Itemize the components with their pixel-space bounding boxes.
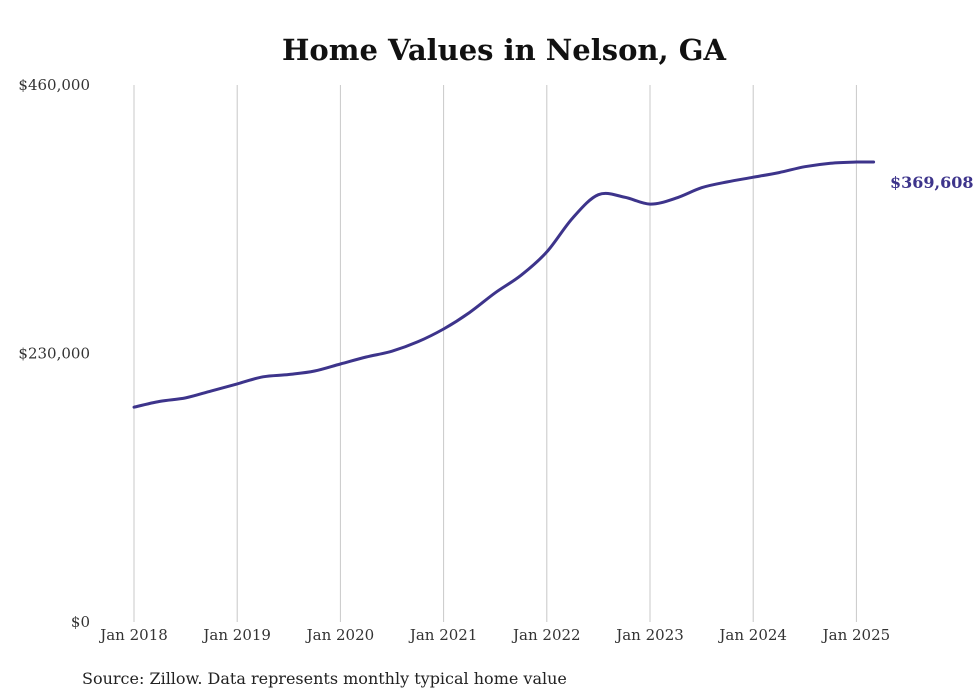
x-tick-label: Jan 2024	[717, 626, 787, 644]
x-tick-label: Jan 2019	[201, 626, 271, 644]
x-tick-label: Jan 2021	[408, 626, 478, 644]
gridlines	[133, 85, 857, 622]
chart-title: Home Values in Nelson, GA	[282, 33, 726, 67]
end-value-label: $369,608	[890, 173, 974, 192]
x-axis-ticks: Jan 2018 Jan 2019 Jan 2020 Jan 2021 Jan 2022…	[98, 626, 890, 644]
y-tick-label: $0	[71, 613, 90, 631]
source-note: Source: Zillow. Data represents monthly …	[82, 669, 567, 688]
y-tick-label: $230,000	[18, 345, 90, 363]
y-axis-ticks: $0 $230,000 $460,000	[18, 76, 90, 631]
x-tick-label: Jan 2020	[305, 626, 375, 644]
x-tick-label: Jan 2022	[511, 626, 581, 644]
series-line	[132, 160, 876, 409]
x-tick-label: Jan 2023	[614, 626, 684, 644]
y-tick-label: $460,000	[18, 76, 90, 94]
x-tick-label: Jan 2025	[821, 626, 891, 644]
x-tick-label: Jan 2018	[98, 626, 168, 644]
